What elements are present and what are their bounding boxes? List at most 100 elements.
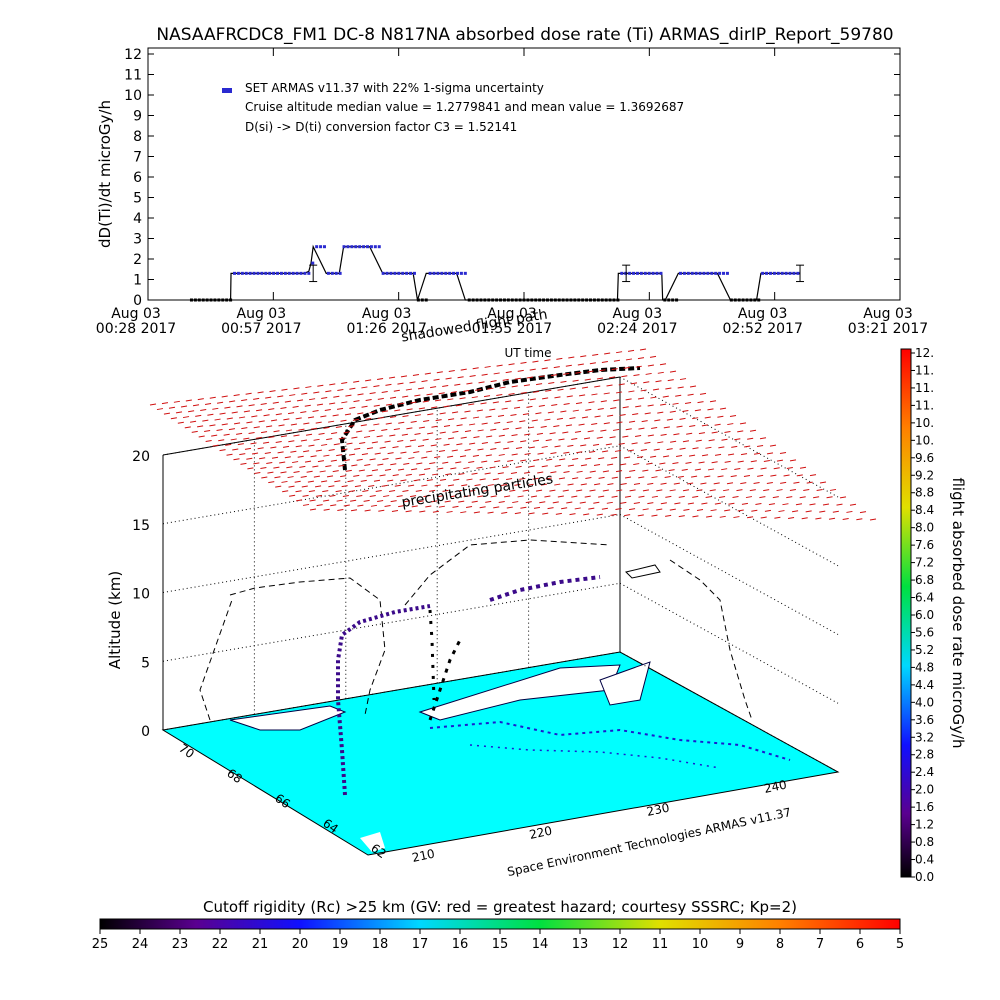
particle-mark <box>565 424 573 427</box>
particle-mark <box>393 389 400 392</box>
particle-mark <box>323 508 330 511</box>
particle-mark <box>398 421 405 424</box>
particle-mark <box>628 420 636 423</box>
particle-mark <box>563 451 570 454</box>
data-point <box>710 271 714 275</box>
particle-mark <box>624 495 632 498</box>
particle-mark <box>214 418 221 421</box>
y-tick-label: 12 <box>124 47 142 63</box>
particle-mark <box>591 393 598 396</box>
particle-mark <box>763 459 770 462</box>
particle-mark <box>379 474 386 477</box>
particle-mark <box>490 428 497 431</box>
particle-mark <box>642 489 650 492</box>
particle-mark <box>682 410 689 412</box>
particle-mark <box>682 440 690 443</box>
particle-mark <box>438 450 446 453</box>
particle-mark <box>734 438 741 441</box>
particle-mark <box>490 495 497 498</box>
particle-mark <box>469 442 476 445</box>
data-point <box>334 271 338 275</box>
rigidity-colorbar-tick-label: 9 <box>736 937 744 952</box>
particle-mark <box>795 503 803 506</box>
particle-mark <box>525 501 532 504</box>
particle-mark <box>791 510 799 513</box>
particle-mark <box>567 483 574 486</box>
particle-mark <box>308 444 315 447</box>
particle-mark <box>545 439 552 442</box>
particle-mark <box>532 477 539 480</box>
particle-mark <box>471 500 478 503</box>
particle-mark <box>303 450 310 453</box>
particle-mark <box>301 485 308 488</box>
dose-colorbar-tick-label: 9.2 <box>915 468 934 482</box>
particle-mark <box>727 423 734 426</box>
particle-mark <box>768 503 776 506</box>
particle-mark <box>494 460 501 463</box>
particle-mark <box>803 489 810 491</box>
particle-mark <box>717 475 724 478</box>
particle-mark <box>596 513 603 516</box>
data-point <box>663 298 667 302</box>
particle-mark <box>739 422 747 425</box>
particle-mark <box>381 484 388 487</box>
particle-mark <box>736 489 743 492</box>
particle-mark <box>679 447 686 450</box>
data-point <box>768 271 772 275</box>
particle-mark <box>656 508 663 511</box>
data-point <box>330 271 334 275</box>
data-point <box>233 271 237 275</box>
particle-mark <box>436 371 443 374</box>
particle-mark <box>733 516 740 519</box>
data-point <box>366 245 370 249</box>
particle-mark <box>520 459 527 462</box>
particle-mark <box>306 470 313 473</box>
particle-mark <box>384 468 392 471</box>
particle-mark <box>406 427 413 430</box>
particle-mark <box>290 450 297 453</box>
data-point <box>405 271 409 275</box>
rigidity-colorbar-tick-label: 14 <box>532 937 549 952</box>
particle-mark <box>373 479 381 482</box>
particle-mark <box>344 413 352 416</box>
data-point <box>193 298 197 302</box>
particle-mark <box>323 426 330 429</box>
particle-mark <box>485 500 492 503</box>
z-tick-label: 15 <box>132 518 150 534</box>
particle-mark <box>633 463 640 466</box>
particle-mark <box>255 436 262 439</box>
data-point <box>722 271 726 275</box>
particle-mark <box>298 428 305 431</box>
particle-mark <box>375 490 382 493</box>
dose-colorbar-tick-label: 11. <box>915 398 934 412</box>
particle-mark <box>706 515 713 518</box>
particle-mark <box>650 396 657 399</box>
particle-mark <box>455 404 462 407</box>
particle-mark <box>422 438 429 441</box>
particle-mark <box>366 474 373 477</box>
particle-mark <box>574 507 581 510</box>
particle-mark <box>537 471 544 474</box>
data-point <box>428 271 432 275</box>
particle-mark <box>627 349 635 352</box>
particle-mark <box>347 480 354 483</box>
particle-mark <box>633 502 640 505</box>
particle-mark <box>541 367 548 370</box>
dose-colorbar-tick-label: 1.2 <box>915 818 934 832</box>
particle-mark <box>421 484 428 487</box>
particle-mark <box>459 397 466 400</box>
particle-mark <box>721 438 728 441</box>
rigidity-colorbar-scale <box>99 918 901 930</box>
particle-mark <box>309 508 317 511</box>
particle-mark <box>439 412 446 415</box>
particle-mark <box>473 436 480 439</box>
particle-mark <box>349 387 356 390</box>
particle-mark <box>528 446 535 449</box>
data-point <box>694 271 698 275</box>
particle-mark <box>460 417 467 420</box>
particle-mark <box>354 485 362 488</box>
particle-mark <box>443 443 450 446</box>
particle-mark <box>615 470 623 473</box>
particle-mark <box>360 479 367 482</box>
particle-mark <box>343 431 350 434</box>
